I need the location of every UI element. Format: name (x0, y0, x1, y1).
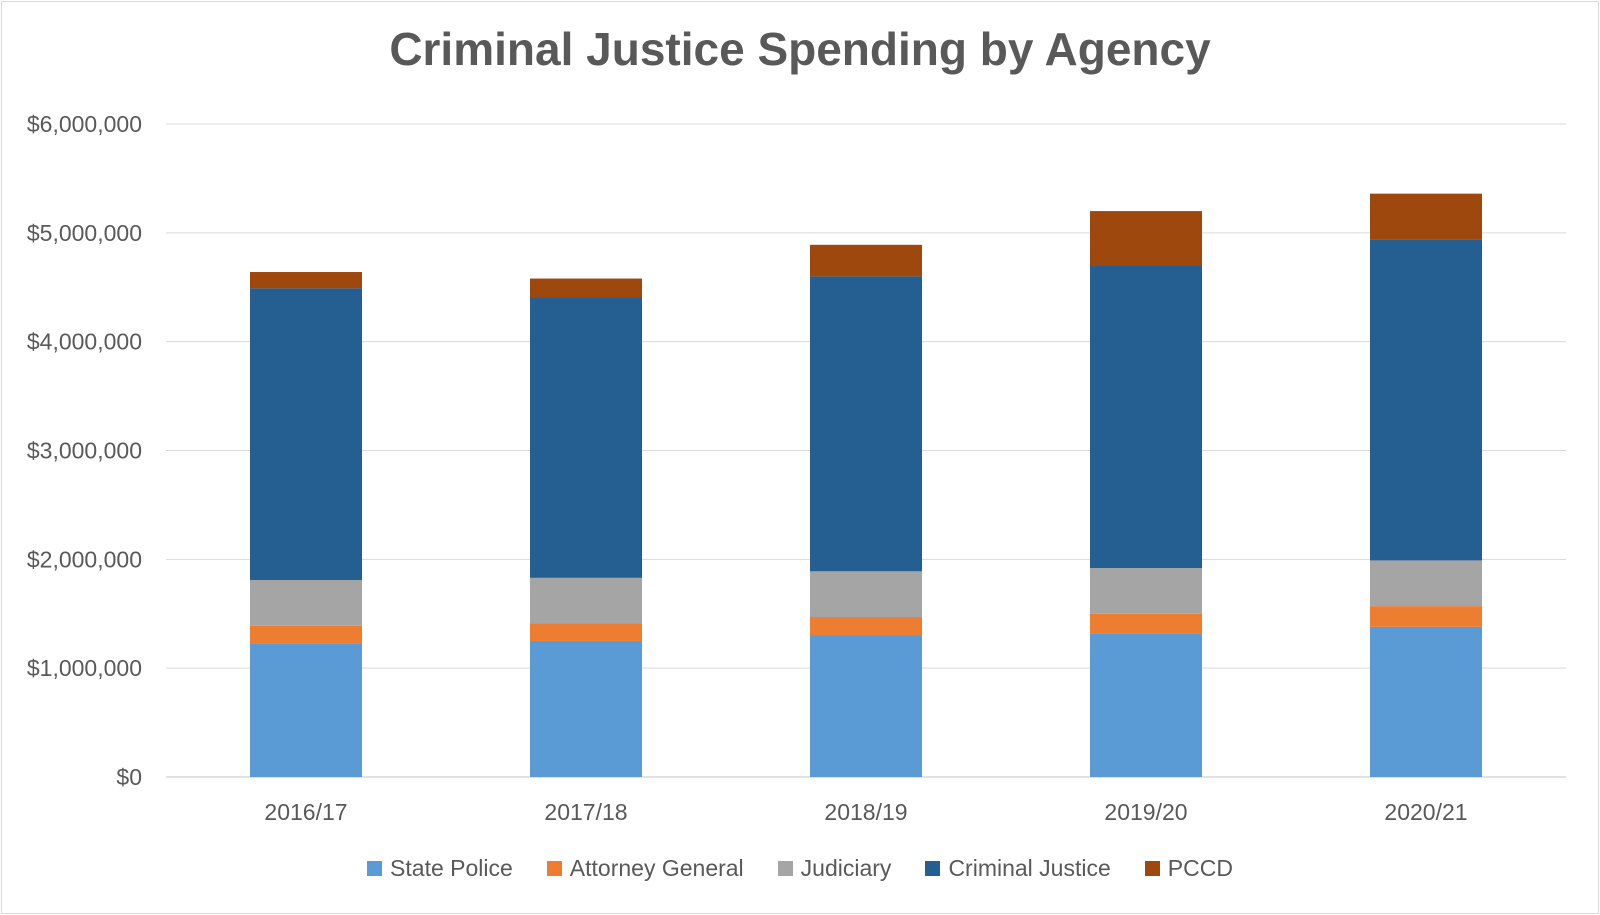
x-tick-label: 2019/20 (1104, 799, 1187, 825)
bar-criminal-justice (1370, 239, 1482, 561)
bar-pccd (530, 278, 642, 298)
y-tick-label: $1,000,000 (27, 655, 142, 681)
bar-judiciary (1370, 560, 1482, 607)
legend-swatch (367, 861, 383, 876)
legend-label: Attorney General (569, 855, 744, 881)
bar-criminal-justice (810, 276, 922, 572)
bar-attorney-general (1090, 613, 1202, 634)
bar-judiciary (530, 577, 642, 624)
legend-item: Judiciary (777, 855, 892, 882)
x-tick-label: 2017/18 (544, 799, 627, 825)
legend-item: Attorney General (546, 855, 744, 882)
bar-attorney-general (1370, 606, 1482, 627)
y-tick-label: $5,000,000 (27, 220, 142, 246)
bar-state-police (530, 640, 642, 777)
legend-label: Criminal Justice (948, 855, 1111, 881)
y-tick-label: $2,000,000 (27, 546, 142, 572)
bar-judiciary (1090, 568, 1202, 614)
y-tick-label: $4,000,000 (27, 329, 142, 355)
legend-label: PCCD (1167, 855, 1233, 881)
chart-legend: State Police Attorney General Judiciary Cri… (0, 855, 1600, 882)
legend-swatch (777, 861, 793, 876)
chart-title: Criminal Justice Spending by Agency (389, 23, 1211, 75)
bar-state-police (810, 635, 922, 777)
bar-state-police (1090, 633, 1202, 777)
bar-pccd (1370, 193, 1482, 240)
bar-criminal-justice (1090, 265, 1202, 569)
legend-item: Criminal Justice (925, 855, 1111, 882)
bar-judiciary (810, 571, 922, 618)
bar-pccd (250, 272, 362, 289)
y-tick-label: $0 (116, 764, 142, 790)
bar-state-police (1370, 626, 1482, 777)
bar-pccd (1090, 211, 1202, 266)
y-tick-label: $6,000,000 (27, 111, 142, 137)
bar-criminal-justice (530, 297, 642, 578)
bar-pccd (810, 244, 922, 277)
legend-swatch (1144, 861, 1160, 876)
bar-judiciary (250, 580, 362, 626)
legend-swatch (546, 861, 562, 876)
legend-swatch (925, 861, 941, 876)
x-tick-label: 2016/17 (264, 799, 347, 825)
x-tick-label: 2020/21 (1384, 799, 1467, 825)
legend-item: PCCD (1144, 855, 1233, 882)
bar-attorney-general (250, 625, 362, 644)
legend-label: Judiciary (800, 855, 892, 881)
bar-criminal-justice (250, 288, 362, 581)
bar-attorney-general (530, 623, 642, 641)
legend-label: State Police (390, 855, 513, 881)
legend-item: State Police (367, 855, 513, 882)
x-tick-label: 2018/19 (824, 799, 907, 825)
y-tick-label: $3,000,000 (27, 438, 142, 464)
bar-attorney-general (810, 617, 922, 636)
bar-state-police (250, 643, 362, 777)
